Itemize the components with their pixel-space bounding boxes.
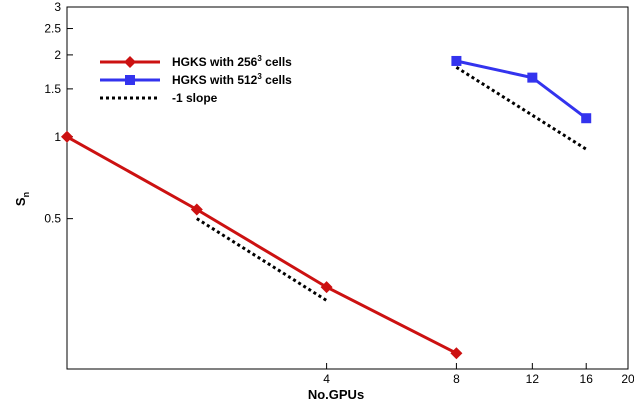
svg-text:Sn: Sn [13,192,31,206]
y-tick-label-2: 1.5 [44,82,61,96]
y-tick-label-5: 3 [54,0,61,14]
legend-label-2: -1 slope [172,91,218,105]
legend-item-1: HGKS with 5123 cells [100,72,292,87]
y-tick-label-0: 0.5 [44,212,61,226]
legend-label-0: HGKS with 2563 cells [172,54,292,69]
y-axis-title-main: S [13,197,28,206]
y-tick-label-4: 2.5 [44,22,61,36]
series-0-line-0 [66,135,458,355]
plot-frame [66,6,629,370]
legend-swatch-marker-0 [124,56,136,68]
series-0-point-1 [190,203,203,216]
series-1-point-0 [451,55,462,66]
series-lines [61,55,592,360]
series-1-line-0 [456,59,588,120]
x-tick-label-2: 12 [526,372,540,386]
series-0-point-0 [61,130,73,143]
x-tick-label-4: 20 [621,372,634,386]
series-2-line-0 [195,217,328,302]
series-1-point-2 [581,113,592,124]
x-tick-label-3: 16 [580,372,594,386]
legend-item-2: -1 slope [100,91,218,105]
x-tick-label-1: 8 [453,372,460,386]
series-1-point-1 [527,72,538,83]
y-axis-title-subscript: n [21,192,31,198]
legend-item-0: HGKS with 2563 cells [100,54,292,69]
series-0-point-2 [320,281,333,294]
y-tick-label-1: 1 [54,130,61,144]
x-tick-label-0: 4 [323,372,330,386]
y-axis-title: Sn [13,192,31,206]
series-0-point-3 [450,347,463,360]
axes: 4 8 12 16 20 0.5 1 1.5 2 2.5 3 [44,0,634,386]
legend-label-1: HGKS with 5123 cells [172,72,292,87]
y-tick-label-3: 2 [54,48,61,62]
series-2-line-1 [455,66,588,151]
legend: HGKS with 2563 cells HGKS with 5123 cell… [100,54,292,105]
legend-swatch-marker-1 [125,75,135,85]
x-axis-title: No.GPUs [308,387,364,402]
